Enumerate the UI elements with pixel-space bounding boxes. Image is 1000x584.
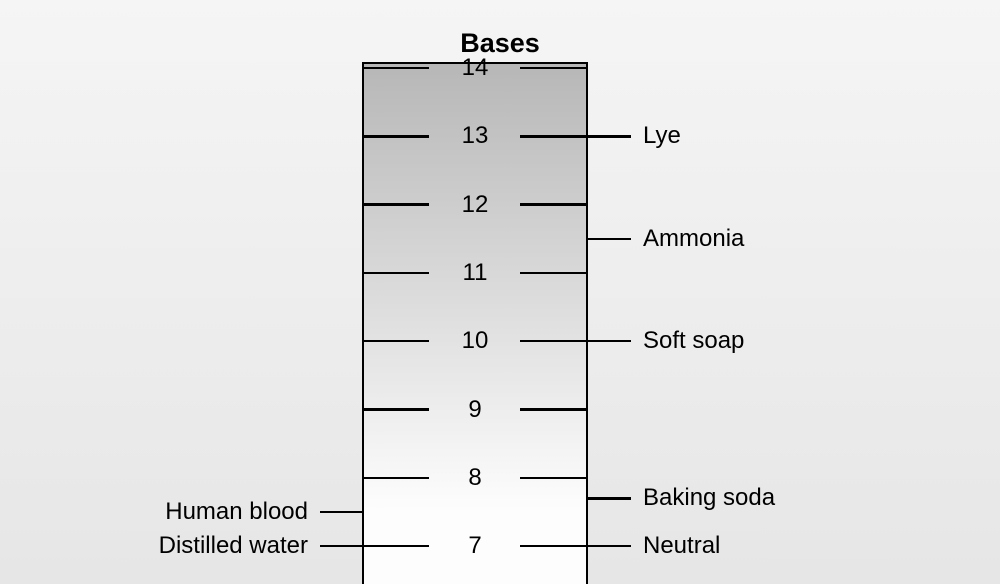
substance-name: Neutral	[643, 532, 720, 560]
tick-mark-right	[520, 340, 588, 343]
substance-name: Distilled water	[159, 532, 308, 560]
substance-label: Ammonia	[588, 225, 744, 253]
substance-label: Baking soda	[588, 484, 775, 512]
tick-number: 14	[433, 54, 517, 82]
substance-name: Ammonia	[643, 225, 744, 253]
tick-mark-left	[362, 135, 429, 138]
substance-name: Lye	[643, 122, 681, 150]
tick-number: 9	[433, 396, 517, 424]
tick-mark-left	[362, 340, 429, 343]
leader-line	[588, 545, 631, 548]
tick-number: 13	[433, 122, 517, 150]
substance-label: Distilled water	[159, 532, 362, 560]
tick-mark-left	[362, 67, 429, 70]
substance-label: Human blood	[165, 498, 362, 526]
leader-line	[588, 135, 631, 138]
substance-name: Baking soda	[643, 484, 775, 512]
tick-mark-left	[362, 203, 429, 206]
substance-label: Soft soap	[588, 327, 744, 355]
tick-mark-right	[520, 67, 588, 70]
tick-mark-left	[362, 545, 429, 548]
tick-number: 11	[433, 259, 517, 287]
leader-line	[588, 238, 631, 241]
tick-mark-right	[520, 135, 588, 138]
substance-name: Soft soap	[643, 327, 744, 355]
tick-mark-left	[362, 408, 429, 411]
tick-mark-right	[520, 477, 588, 480]
tick-mark-right	[520, 203, 588, 206]
substance-name: Human blood	[165, 498, 308, 526]
tick-mark-right	[520, 545, 588, 548]
tick-number: 7	[433, 532, 517, 560]
tick-mark-left	[362, 272, 429, 275]
tick-mark-right	[520, 272, 588, 275]
leader-line	[320, 511, 362, 514]
substance-label: Lye	[588, 122, 681, 150]
substance-label: Neutral	[588, 532, 720, 560]
leader-line	[588, 497, 631, 500]
leader-line	[588, 340, 631, 343]
tick-number: 8	[433, 464, 517, 492]
tick-number: 12	[433, 191, 517, 219]
tick-mark-right	[520, 408, 588, 411]
tick-number: 10	[433, 327, 517, 355]
leader-line	[320, 545, 362, 548]
tick-mark-left	[362, 477, 429, 480]
